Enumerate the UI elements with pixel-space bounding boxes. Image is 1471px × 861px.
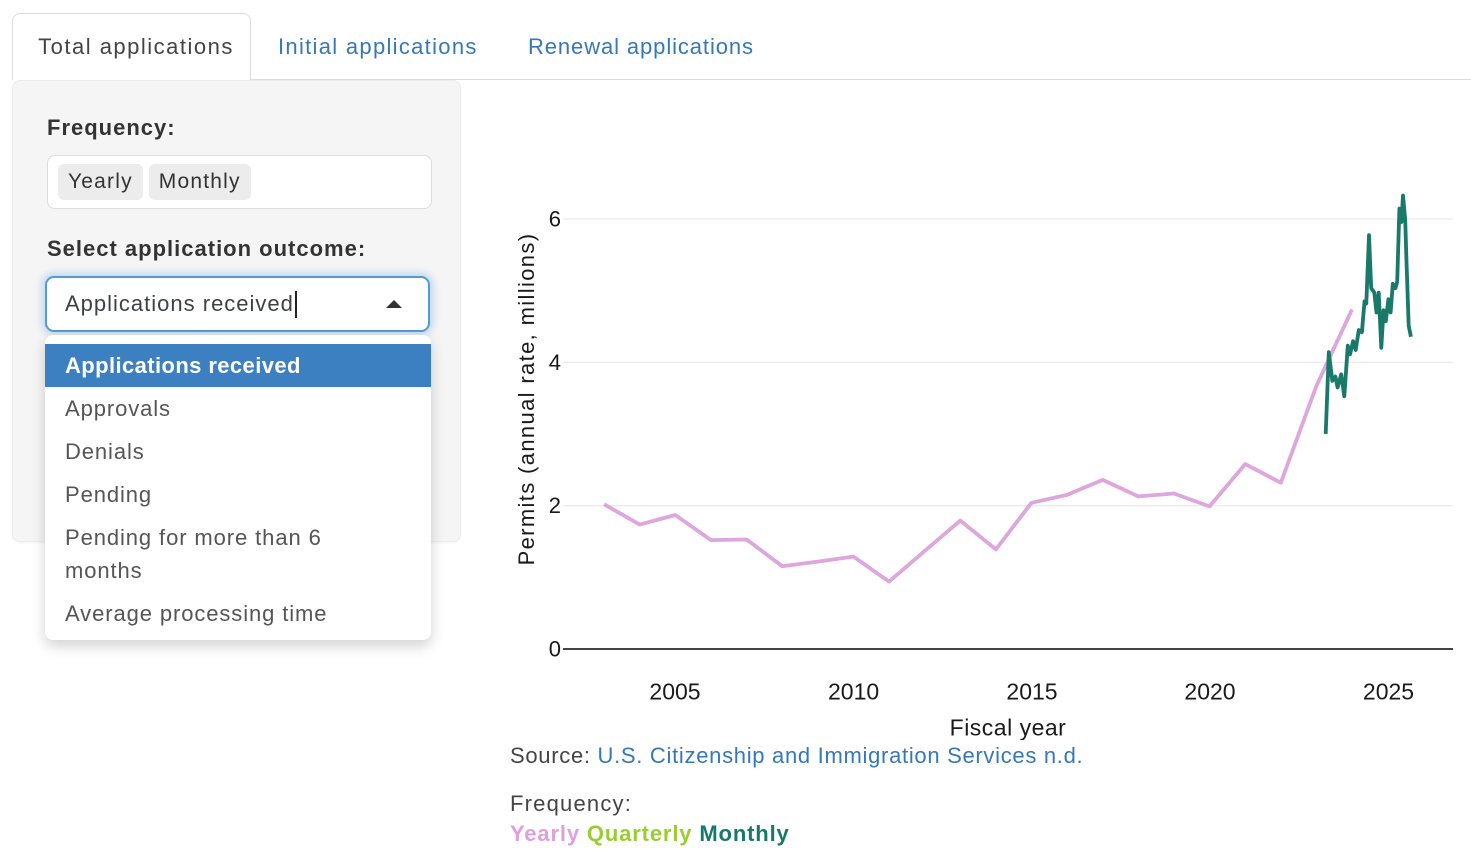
svg-text:4: 4 bbox=[549, 350, 561, 375]
svg-text:6: 6 bbox=[549, 207, 561, 232]
svg-text:2010: 2010 bbox=[828, 679, 879, 705]
svg-text:2020: 2020 bbox=[1184, 679, 1235, 705]
svg-text:0: 0 bbox=[549, 637, 561, 662]
svg-text:2005: 2005 bbox=[649, 679, 700, 705]
svg-text:Permits (annual rate, millions: Permits (annual rate, millions) bbox=[514, 233, 539, 566]
svg-text:2015: 2015 bbox=[1006, 679, 1057, 705]
svg-text:2025: 2025 bbox=[1363, 679, 1414, 705]
svg-text:2: 2 bbox=[549, 493, 561, 518]
svg-text:Fiscal year: Fiscal year bbox=[950, 715, 1067, 741]
